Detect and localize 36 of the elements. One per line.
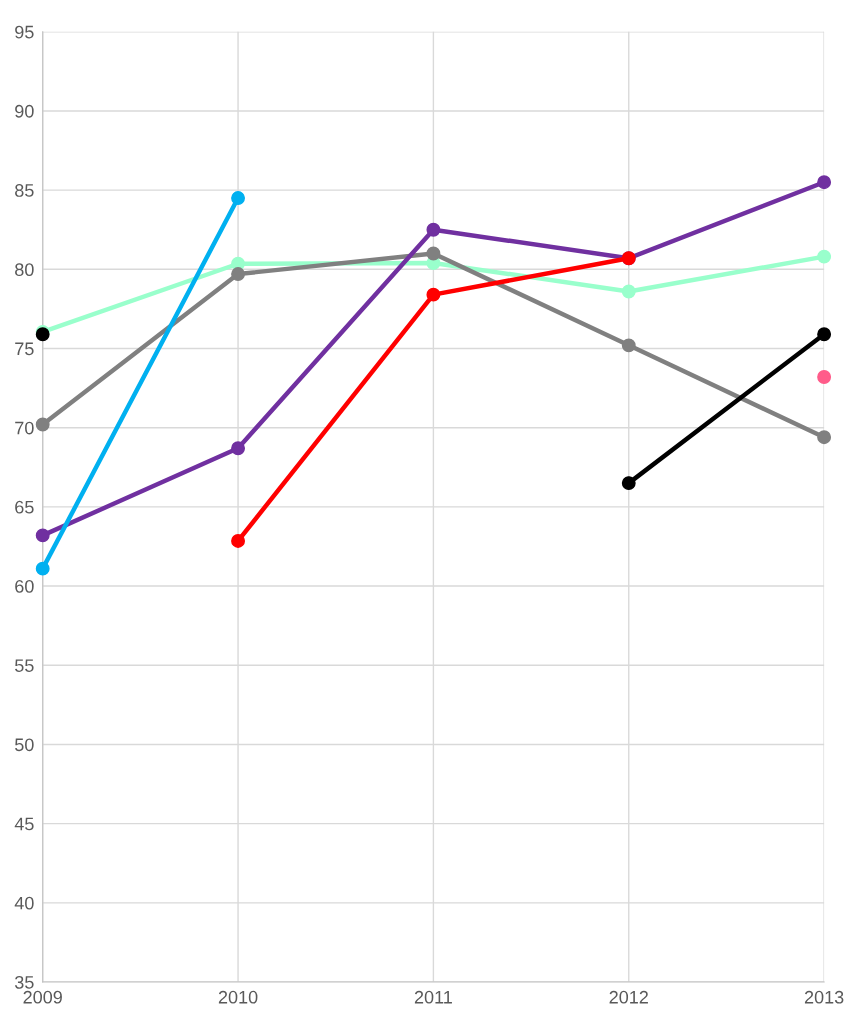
point [426, 222, 441, 237]
point [817, 370, 832, 384]
y-tick-label: 60 [15, 580, 34, 593]
y-tick-label: 80 [15, 263, 34, 277]
point [231, 441, 245, 456]
x-tick-label: 2013 [804, 990, 844, 1004]
point [231, 267, 245, 282]
y-tick-label: 70 [15, 421, 34, 435]
point [817, 249, 832, 264]
y-tick-label: 55 [15, 659, 34, 672]
y-tick-label: 90 [15, 104, 34, 118]
x-tick-label: 2012 [609, 990, 648, 1004]
y-tick-label: 45 [14, 817, 34, 831]
y-tick-label: 95 [15, 25, 34, 39]
y-tick-label: 75 [15, 342, 34, 356]
point [817, 175, 832, 190]
y-tick-label: 40 [14, 896, 34, 910]
y-tick-label: 85 [15, 184, 34, 197]
x-tick-label: 2011 [414, 990, 452, 1004]
y-tick-label: 65 [15, 500, 34, 514]
y-tick-label: 50 [15, 738, 34, 752]
point [35, 528, 50, 543]
point [231, 191, 245, 205]
x-tick-label: 2010 [218, 990, 258, 1004]
point [35, 417, 50, 432]
point [817, 430, 832, 445]
point [426, 287, 441, 302]
point [231, 533, 245, 548]
point [35, 561, 50, 576]
point [621, 476, 636, 491]
point [817, 327, 832, 342]
point [621, 338, 636, 353]
point [426, 246, 441, 261]
y-tick-label: 35 [14, 975, 34, 989]
x-tick-label: 2009 [23, 990, 62, 1004]
point [621, 284, 636, 299]
